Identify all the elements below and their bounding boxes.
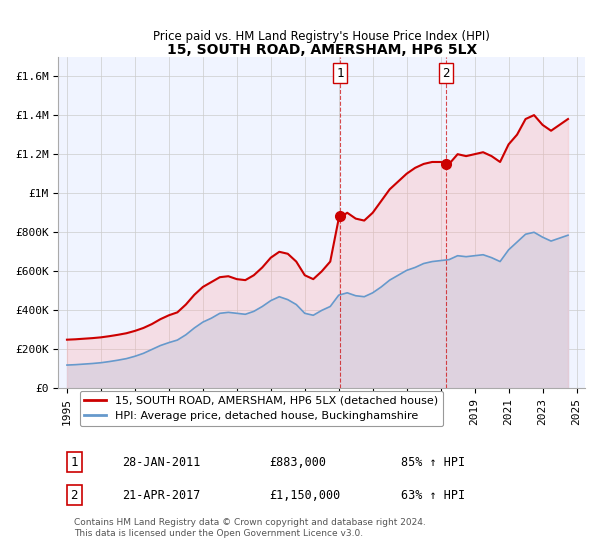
Text: 28-JAN-2011: 28-JAN-2011 [122,455,200,469]
Title: 15, SOUTH ROAD, AMERSHAM, HP6 5LX: 15, SOUTH ROAD, AMERSHAM, HP6 5LX [167,43,477,57]
Text: 2: 2 [71,489,78,502]
Text: 2: 2 [442,67,449,80]
Text: 85% ↑ HPI: 85% ↑ HPI [401,455,465,469]
Text: 1: 1 [71,455,78,469]
Text: Contains HM Land Registry data © Crown copyright and database right 2024.
This d: Contains HM Land Registry data © Crown c… [74,519,426,538]
Text: 63% ↑ HPI: 63% ↑ HPI [401,489,465,502]
Text: £883,000: £883,000 [269,455,326,469]
Text: 1: 1 [337,67,344,80]
Text: Price paid vs. HM Land Registry's House Price Index (HPI): Price paid vs. HM Land Registry's House … [153,30,490,43]
Text: 21-APR-2017: 21-APR-2017 [122,489,200,502]
Legend: 15, SOUTH ROAD, AMERSHAM, HP6 5LX (detached house), HPI: Average price, detached: 15, SOUTH ROAD, AMERSHAM, HP6 5LX (detac… [80,391,443,426]
Text: £1,150,000: £1,150,000 [269,489,340,502]
